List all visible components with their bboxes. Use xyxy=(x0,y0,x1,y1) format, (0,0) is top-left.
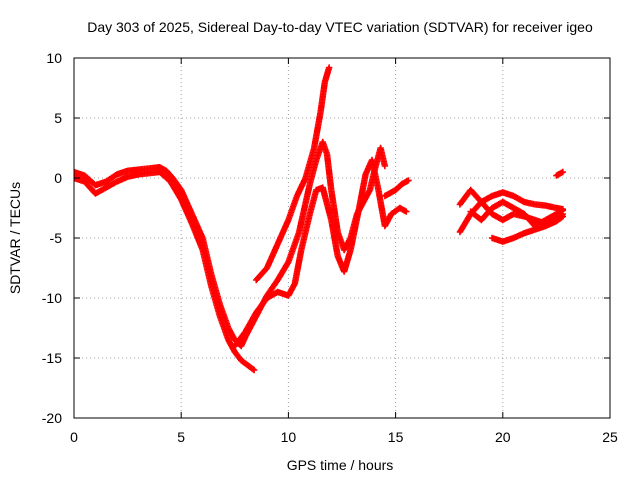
x-tick-label: 10 xyxy=(281,429,297,445)
x-tick-label: 0 xyxy=(70,429,78,445)
chart-title: Day 303 of 2025, Sidereal Day-to-day VTE… xyxy=(87,19,593,35)
series-track-8 xyxy=(467,198,567,230)
data-point-marker xyxy=(250,366,258,374)
x-axis-title: GPS time / hours xyxy=(287,457,394,473)
series-track-9 xyxy=(488,213,567,245)
data-point-marker xyxy=(381,162,389,170)
x-tick-label: 20 xyxy=(495,429,511,445)
y-axis-title: SDTVAR / TECUs xyxy=(7,182,23,294)
y-tick-label: 10 xyxy=(46,50,62,66)
series-track-7 xyxy=(456,186,567,227)
y-tick-label: 5 xyxy=(54,110,62,126)
data-point-marker xyxy=(559,207,567,214)
x-tick-label: 15 xyxy=(388,429,404,445)
y-tick-label: -10 xyxy=(42,290,62,306)
axis-ticks: 0 5 10 15 20 25 -20 -15 -10 -5 0 5 10 xyxy=(42,50,618,445)
x-tick-label: 5 xyxy=(177,429,185,445)
data-point-marker xyxy=(559,213,567,220)
x-tick-label: 25 xyxy=(602,429,618,445)
data-point-marker xyxy=(405,177,412,184)
series-track-2 xyxy=(74,168,258,374)
series-track-10 xyxy=(553,168,567,179)
y-tick-label: -5 xyxy=(50,230,63,246)
data-point-marker xyxy=(559,168,567,176)
data-point-marker xyxy=(403,208,410,215)
series-track-3 xyxy=(253,64,333,284)
y-tick-label: -15 xyxy=(42,350,62,366)
y-tick-label: -20 xyxy=(42,410,62,426)
data-point-marker xyxy=(325,64,333,71)
y-tick-label: 0 xyxy=(54,170,62,186)
data-markers xyxy=(74,64,567,374)
series-track-5 xyxy=(381,177,412,200)
series-track-4 xyxy=(231,156,410,350)
